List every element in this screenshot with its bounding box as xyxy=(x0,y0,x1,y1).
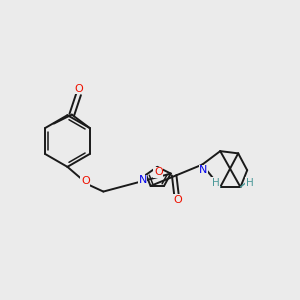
Text: H: H xyxy=(212,178,220,188)
Text: H: H xyxy=(246,178,253,188)
Text: O: O xyxy=(154,167,163,178)
Text: O: O xyxy=(173,195,182,205)
Text: N: N xyxy=(199,165,208,175)
Text: N: N xyxy=(139,175,147,185)
Text: O: O xyxy=(74,84,83,94)
Text: O: O xyxy=(81,176,90,187)
